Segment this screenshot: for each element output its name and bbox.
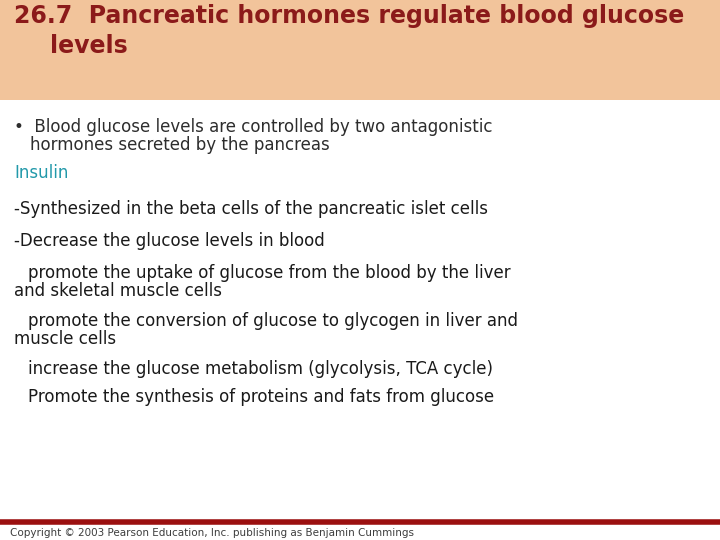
Text: -Synthesized in the beta cells of the pancreatic islet cells: -Synthesized in the beta cells of the pa…: [14, 200, 488, 218]
Text: -Decrease the glucose levels in blood: -Decrease the glucose levels in blood: [14, 232, 325, 250]
Text: levels: levels: [50, 34, 127, 58]
Text: promote the uptake of glucose from the blood by the liver: promote the uptake of glucose from the b…: [28, 264, 510, 282]
Bar: [0, 0, 720, 100]
Text: promote the conversion of glucose to glycogen in liver and: promote the conversion of glucose to gly…: [28, 312, 518, 330]
Text: •  Blood glucose levels are controlled by two antagonistic: • Blood glucose levels are controlled by…: [14, 118, 492, 136]
Text: hormones secreted by the pancreas: hormones secreted by the pancreas: [30, 136, 330, 154]
Text: and skeletal muscle cells: and skeletal muscle cells: [14, 282, 222, 300]
Text: Promote the synthesis of proteins and fats from glucose: Promote the synthesis of proteins and fa…: [28, 388, 494, 406]
Text: 26.7  Pancreatic hormones regulate blood glucose: 26.7 Pancreatic hormones regulate blood …: [14, 4, 684, 28]
Text: Copyright © 2003 Pearson Education, Inc. publishing as Benjamin Cummings: Copyright © 2003 Pearson Education, Inc.…: [10, 528, 414, 538]
Text: Insulin: Insulin: [14, 164, 68, 182]
Text: increase the glucose metabolism (glycolysis, TCA cycle): increase the glucose metabolism (glycoly…: [28, 360, 493, 378]
Text: muscle cells: muscle cells: [14, 330, 116, 348]
